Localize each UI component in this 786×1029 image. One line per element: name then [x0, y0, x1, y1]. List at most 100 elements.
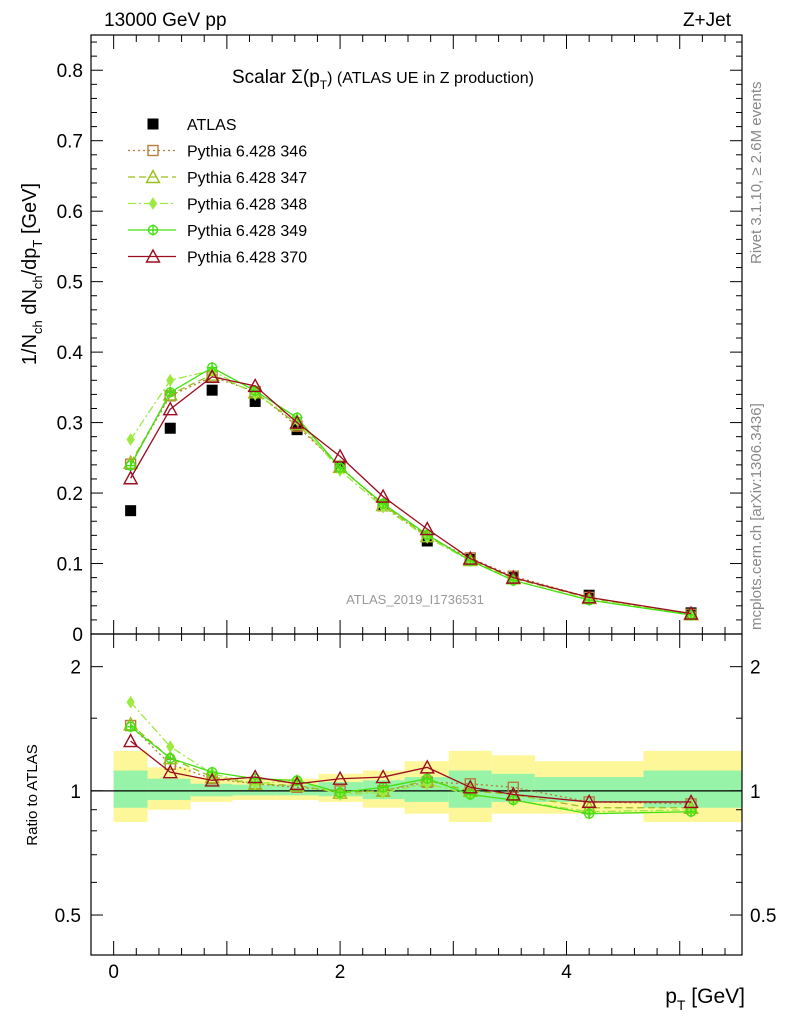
legend-marker-2: [145, 169, 161, 184]
main-series-5: [122, 368, 699, 620]
legend-label-5: Pythia 6.428 370: [187, 250, 307, 267]
ratio-series-line-1: [130, 723, 692, 809]
main-point-5-1: [162, 401, 178, 416]
main-point-5-0: [122, 470, 139, 485]
legend-label-0: ATLAS: [187, 117, 237, 134]
side-label-rivet: Rivet 3.1.10, ≥ 2.6M events: [748, 82, 765, 265]
main-point-0-3: [249, 395, 261, 407]
main-point-5-3: [247, 377, 263, 393]
ratio-ytick-label-right: 1: [750, 782, 761, 803]
ratio-point-4-8: [462, 779, 478, 794]
main-ytick-label: 0.2: [57, 484, 83, 505]
xtick-label: 0: [108, 962, 119, 983]
ratio-point-2-0: [126, 695, 135, 709]
xtick-label: 4: [561, 962, 572, 983]
ratio-band-green: [232, 784, 277, 796]
ratio-point-4-3: [247, 769, 263, 784]
main-point-5-9: [505, 569, 521, 584]
ratio-point-3-8: [464, 788, 476, 800]
ratio-point-0-9: [507, 781, 520, 793]
header-left: 13000 GeV pp: [104, 10, 227, 31]
ratio-ytick-label: 0.5: [55, 906, 81, 927]
ratio-point-4-6: [375, 769, 391, 784]
ratio-point-4-7: [419, 759, 435, 774]
legend-label-4: Pythia 6.428 349: [187, 223, 307, 240]
ratio-ytick-label: 2: [70, 658, 81, 679]
legend-entry-0: ATLAS: [147, 117, 237, 134]
ratio-point-3-2: [206, 766, 218, 778]
ratio-point-1-4: [289, 777, 305, 792]
legend-marker-1: [147, 144, 159, 157]
main-point-5-4: [289, 414, 305, 429]
ratio-point-4-2: [204, 772, 220, 787]
main-point-0-2: [206, 384, 218, 396]
main-point-5-11: [683, 605, 699, 620]
legend-label-3: Pythia 6.428 348: [187, 197, 307, 214]
side-label-mcplots: mcplots.cern.ch [arXiv:1306.3436]: [748, 403, 765, 630]
main-ytick-label: 0.8: [57, 61, 83, 82]
main-ytick-label: 0.6: [57, 202, 83, 223]
legend-entry-4: Pythia 6.428 349: [128, 223, 307, 240]
ratio-uncertainty-bands: [113, 750, 742, 823]
main-ytick-label: 0.7: [57, 132, 83, 153]
ratio-ytick-label-right: 0.5: [750, 906, 776, 927]
ratio-plot-frame: [90, 633, 743, 956]
main-series-group: [122, 362, 699, 622]
main-point-5-5: [332, 448, 348, 463]
ratio-point-4-11: [683, 793, 699, 809]
main-point-5-2: [204, 368, 220, 383]
ratio-series-4: [122, 733, 699, 809]
ratio-point-2-1: [166, 740, 175, 754]
main-point-5-8: [462, 550, 478, 565]
ratio-point-3-0: [125, 721, 137, 733]
analysis-watermark: ATLAS_2019_I1736531: [346, 592, 484, 607]
ratio-band-green: [276, 784, 319, 796]
main-ytick-label: 0.3: [57, 414, 83, 435]
main-point-5-6: [375, 488, 391, 503]
main-point-3-1: [166, 373, 175, 387]
ratio-point-4-10: [581, 793, 597, 809]
main-point-5-10: [581, 589, 597, 604]
main-ytick-label: 0.5: [57, 273, 83, 294]
ratio-series-group: [122, 695, 699, 820]
main-plot-title: Scalar Σ(pT) (ATLAS UE in Z production): [232, 67, 534, 92]
legend: ATLAS Pythia 6.428 346 Pythia 6.428 347 Pyt…: [128, 117, 307, 267]
legend-entry-5: Pythia 6.428 370: [128, 248, 307, 267]
ratio-point-3-7: [421, 773, 433, 785]
ratio-point-3-1: [164, 752, 176, 764]
legend-marker-0: [147, 118, 159, 130]
ratio-point-4-4: [289, 775, 305, 791]
ratio-ytick-label-right: 2: [750, 658, 761, 679]
main-point-0-1: [164, 422, 176, 434]
main-ytick-label: 0.1: [57, 555, 83, 576]
legend-label-2: Pythia 6.428 347: [187, 170, 307, 187]
legend-entry-3: Pythia 6.428 348: [128, 197, 307, 214]
legend-marker-3: [148, 197, 158, 210]
ratio-point-4-5: [332, 770, 348, 785]
main-ytick-label: 0.4: [57, 343, 84, 364]
main-point-4-0: [125, 460, 137, 472]
ratio-series-line-3: [130, 726, 692, 815]
legend-entry-2: Pythia 6.428 347: [128, 169, 307, 187]
legend-label-1: Pythia 6.428 346: [187, 144, 307, 161]
main-point-2-2: [204, 366, 220, 381]
ratio-point-4-9: [505, 786, 521, 801]
ratio-y-axis-label: Ratio to ATLAS: [24, 744, 41, 845]
xtick-label: 2: [335, 962, 346, 983]
main-ytick-label: 0: [72, 625, 83, 646]
main-point-0-0: [125, 505, 137, 517]
main-point-2-1: [162, 386, 178, 401]
ratio-band-green: [113, 770, 148, 808]
main-point-4-6: [377, 498, 389, 510]
main-point-5-7: [419, 521, 435, 536]
ratio-point-3-5: [334, 787, 346, 799]
header-right: Z+Jet: [683, 10, 732, 31]
ratio-point-1-2: [204, 769, 220, 784]
legend-marker-5: [145, 248, 161, 263]
main-y-axis-label: 1/Nch dNch/dpT [GeV]: [19, 183, 45, 365]
ratio-point-4-1: [162, 764, 178, 779]
axes-group: 0 0.1 0.2 0.3 0.4 0.5 0.6 0.7 0.8 0.5 0.5 1 1 2 2 0 2 4: [55, 34, 776, 983]
ratio-band-green: [147, 778, 191, 801]
legend-entry-1: Pythia 6.428 346: [128, 144, 307, 161]
